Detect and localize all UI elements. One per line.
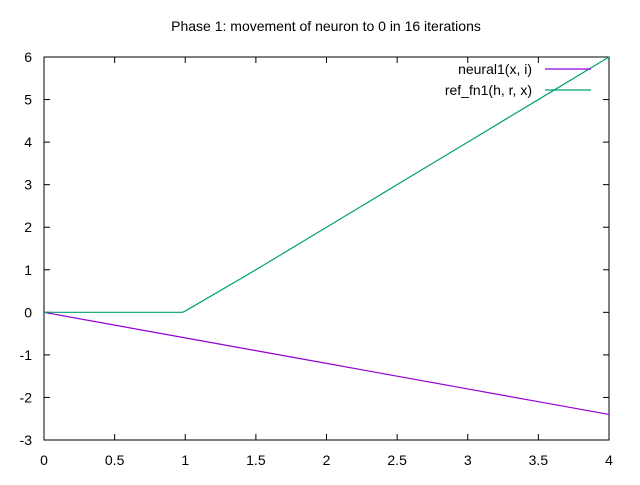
y-tick-label: -3 xyxy=(20,432,33,448)
y-tick-label: -2 xyxy=(20,389,33,405)
y-tick-label: 0 xyxy=(24,304,32,320)
y-tick-label: -1 xyxy=(20,347,33,363)
series-line-1 xyxy=(43,311,610,416)
y-tick-label: 5 xyxy=(24,92,32,108)
plot-frame xyxy=(43,56,610,441)
y-tick-label: 3 xyxy=(24,177,32,193)
plot-border xyxy=(43,56,610,441)
x-tick-label: 0.5 xyxy=(105,452,125,468)
chart-title: Phase 1: movement of neuron to 0 in 16 i… xyxy=(171,18,481,34)
x-tick-label: 2 xyxy=(323,452,331,468)
x-tick-label: 0 xyxy=(40,452,48,468)
legend-label: ref_fn1(h, r, x) xyxy=(445,82,532,98)
legend-label: neural1(x, i) xyxy=(458,61,532,77)
y-tick-label: 4 xyxy=(24,134,32,150)
y-axis: -3 -2 -1 0 1 2 3 4 5 6 xyxy=(20,49,609,448)
x-tick-label: 3.5 xyxy=(529,452,549,468)
series-layer xyxy=(43,56,610,416)
series-line-2 xyxy=(44,56,610,313)
x-tick-label: 4 xyxy=(605,452,613,468)
x-tick-label: 3 xyxy=(464,452,472,468)
x-axis: 0 0.5 1 1.5 2 2.5 3 3.5 4 xyxy=(40,57,613,468)
y-tick-label: 1 xyxy=(24,262,32,278)
x-tick-label: 1.5 xyxy=(246,452,266,468)
x-tick-label: 2.5 xyxy=(387,452,407,468)
y-tick-label: 2 xyxy=(24,219,32,235)
x-tick-label: 1 xyxy=(181,452,189,468)
y-tick-label: 6 xyxy=(24,49,32,65)
legend: neural1(x, i) ref_fn1(h, r, x) xyxy=(445,61,591,98)
